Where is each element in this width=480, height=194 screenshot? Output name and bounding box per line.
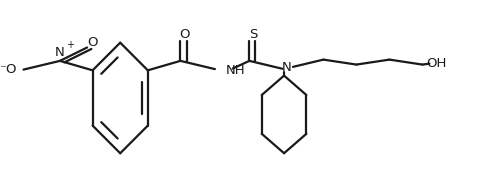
Text: +: + <box>66 40 74 50</box>
Text: O: O <box>87 36 98 48</box>
Text: OH: OH <box>426 56 447 69</box>
Text: NH: NH <box>226 64 246 77</box>
Text: N: N <box>55 46 65 59</box>
Text: ⁻O: ⁻O <box>0 63 17 76</box>
Text: N: N <box>282 61 291 74</box>
Text: O: O <box>179 28 190 41</box>
Text: S: S <box>249 28 257 41</box>
